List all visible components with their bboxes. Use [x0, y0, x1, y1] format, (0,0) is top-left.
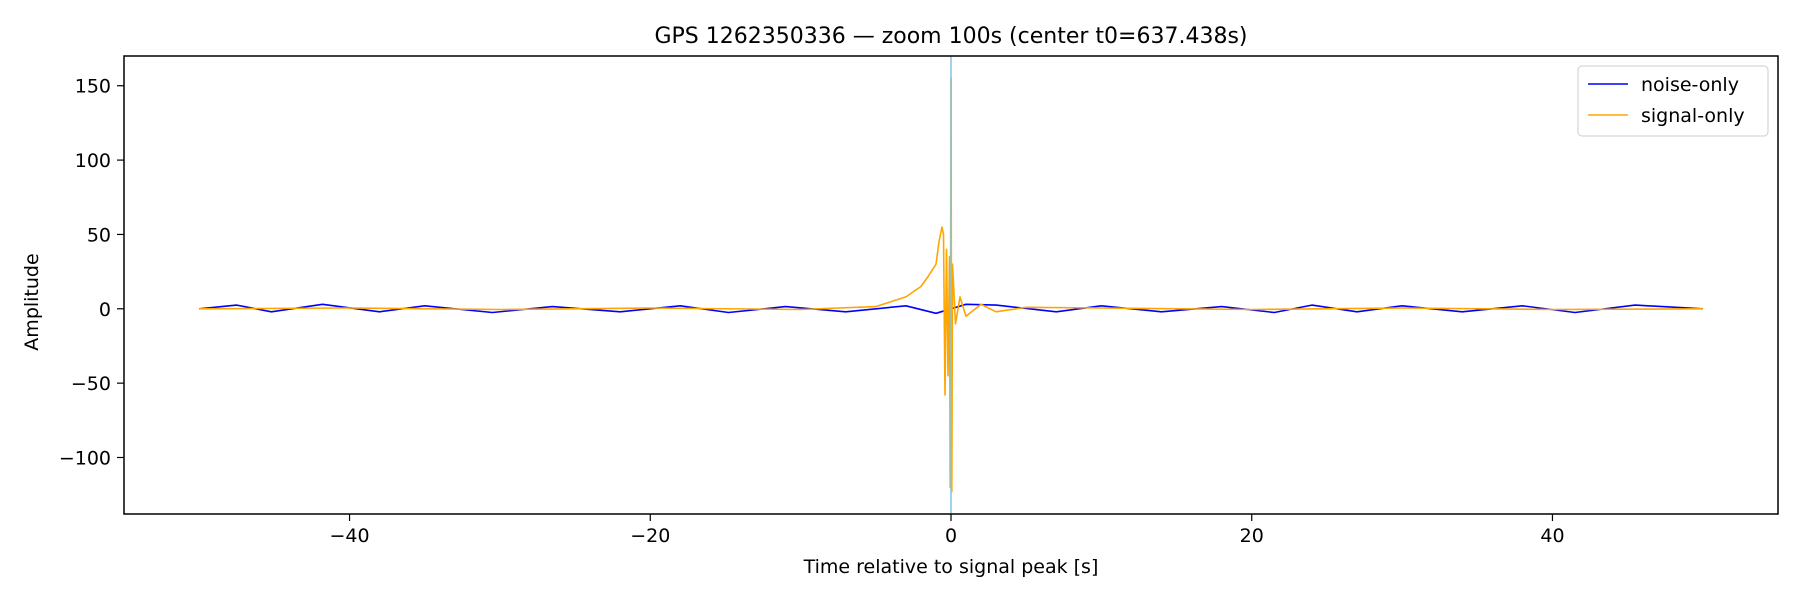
series-line-signal-only [199, 77, 1703, 493]
y-axis-ticks: −100 −50 0 50 100 150 [59, 76, 124, 469]
x-tick-label: 40 [1540, 525, 1564, 547]
legend-label-signal-only: signal-only [1641, 105, 1745, 127]
y-tick-label: −100 [59, 447, 111, 469]
legend-label-noise-only: noise-only [1641, 74, 1739, 96]
y-tick-label: 0 [99, 299, 111, 321]
x-axis-label: Time relative to signal peak [s] [803, 556, 1099, 578]
y-tick-label: −50 [71, 373, 111, 395]
legend: noise-only signal-only [1577, 65, 1769, 137]
x-tick-label: 20 [1240, 525, 1264, 547]
y-tick-label: 50 [87, 224, 111, 246]
x-axis-ticks: −40 −20 0 20 40 [329, 514, 1565, 547]
x-tick-label: 0 [945, 525, 957, 547]
chart-title: GPS 1262350336 — zoom 100s (center t0=63… [654, 24, 1247, 49]
y-tick-label: 150 [75, 76, 111, 98]
y-tick-label: 100 [75, 150, 111, 172]
plot-area [199, 56, 1703, 514]
x-tick-label: −40 [329, 525, 369, 547]
series-layer [199, 56, 1703, 514]
y-axis-label: Amplitude [21, 253, 43, 350]
x-tick-label: −20 [630, 525, 670, 547]
